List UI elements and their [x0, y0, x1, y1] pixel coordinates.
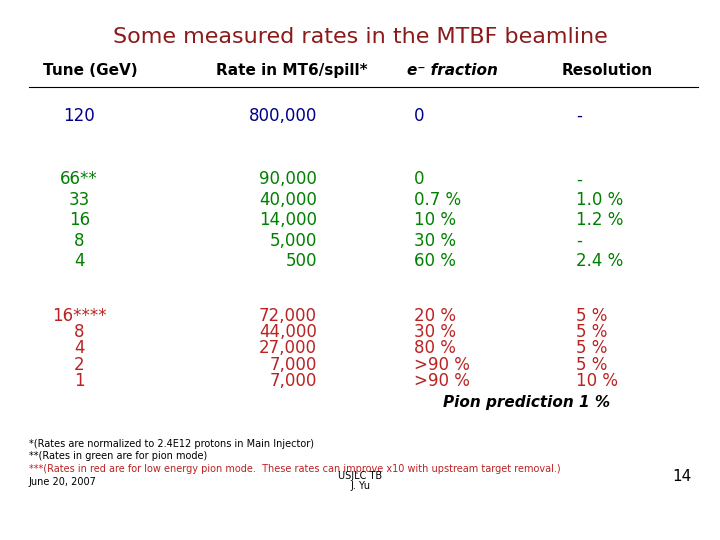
Text: 40,000: 40,000 [259, 191, 317, 209]
Text: **(Rates in green are for pion mode): **(Rates in green are for pion mode) [29, 451, 207, 461]
Text: 14,000: 14,000 [258, 211, 317, 230]
Text: June 20, 2007: June 20, 2007 [29, 477, 96, 487]
Text: 0.7 %: 0.7 % [414, 191, 461, 209]
Text: J. Yu: J. Yu [350, 481, 370, 491]
Text: 80 %: 80 % [414, 339, 456, 357]
Text: 8: 8 [74, 323, 84, 341]
Text: USJLC TB: USJLC TB [338, 471, 382, 481]
Text: 0: 0 [414, 107, 425, 125]
Text: >90 %: >90 % [414, 372, 470, 390]
Text: 27,000: 27,000 [258, 339, 317, 357]
Text: -: - [576, 170, 582, 188]
Text: 1.0 %: 1.0 % [576, 191, 624, 209]
Text: 16: 16 [68, 211, 90, 230]
Text: 500: 500 [285, 252, 317, 271]
Text: >90 %: >90 % [414, 355, 470, 374]
Text: 5 %: 5 % [576, 307, 608, 325]
Text: 60 %: 60 % [414, 252, 456, 271]
Text: e⁻ fraction: e⁻ fraction [407, 63, 498, 78]
Text: ***(Rates in red are for low energy pion mode.  These rates can improve x10 with: ***(Rates in red are for low energy pion… [29, 464, 560, 474]
Text: 1: 1 [74, 372, 84, 390]
Text: 5 %: 5 % [576, 355, 608, 374]
Text: 72,000: 72,000 [258, 307, 317, 325]
Text: 30 %: 30 % [414, 232, 456, 250]
Text: 90,000: 90,000 [259, 170, 317, 188]
Text: 800,000: 800,000 [248, 107, 317, 125]
Text: 16****: 16**** [52, 307, 107, 325]
Text: Rate in MT6/spill*: Rate in MT6/spill* [216, 63, 368, 78]
Text: 0: 0 [414, 170, 425, 188]
Text: 44,000: 44,000 [259, 323, 317, 341]
Text: 1.2 %: 1.2 % [576, 211, 624, 230]
Text: 7,000: 7,000 [269, 372, 317, 390]
Text: -: - [576, 232, 582, 250]
Text: 14: 14 [672, 469, 691, 484]
Text: 5,000: 5,000 [269, 232, 317, 250]
Text: Resolution: Resolution [562, 63, 653, 78]
Text: 4: 4 [74, 339, 84, 357]
Text: Pion prediction 1 %: Pion prediction 1 % [443, 395, 610, 410]
Text: 2.4 %: 2.4 % [576, 252, 624, 271]
Text: *(Rates are normalized to 2.4E12 protons in Main Injector): *(Rates are normalized to 2.4E12 protons… [29, 439, 314, 449]
Text: 5 %: 5 % [576, 339, 608, 357]
Text: 20 %: 20 % [414, 307, 456, 325]
Text: 7,000: 7,000 [269, 355, 317, 374]
Text: 10 %: 10 % [414, 211, 456, 230]
Text: 120: 120 [63, 107, 95, 125]
Text: Tune (GeV): Tune (GeV) [43, 63, 138, 78]
Text: 8: 8 [74, 232, 84, 250]
Text: 33: 33 [68, 191, 90, 209]
Text: 4: 4 [74, 252, 84, 271]
Text: 66**: 66** [60, 170, 98, 188]
Text: 2: 2 [74, 355, 84, 374]
Text: 10 %: 10 % [576, 372, 618, 390]
Text: Some measured rates in the MTBF beamline: Some measured rates in the MTBF beamline [112, 27, 608, 47]
Text: 5 %: 5 % [576, 323, 608, 341]
Text: 30 %: 30 % [414, 323, 456, 341]
Text: -: - [576, 107, 582, 125]
